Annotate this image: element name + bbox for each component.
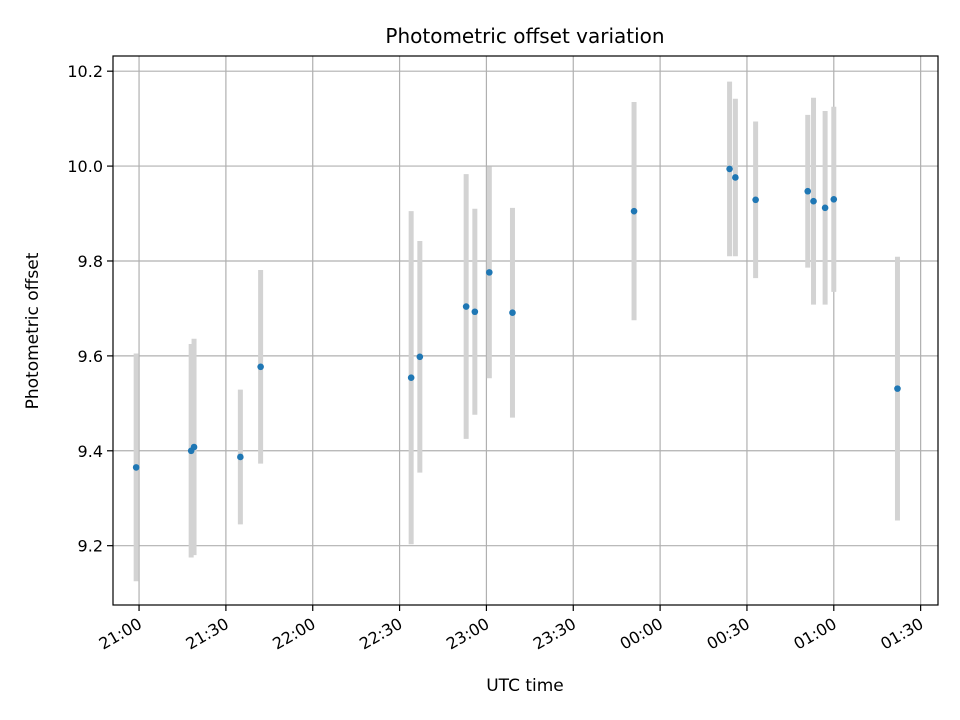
y-tick-label: 9.4 — [78, 442, 103, 461]
data-point — [732, 174, 739, 181]
y-tick-label: 9.6 — [78, 347, 103, 366]
data-point — [509, 309, 516, 317]
y-tick-label: 10.0 — [67, 157, 103, 176]
chart-title: Photometric offset variation — [385, 24, 664, 48]
data-point — [132, 464, 140, 471]
data-point — [471, 308, 479, 316]
data-point — [486, 269, 493, 276]
data-point — [810, 197, 817, 205]
data-point — [894, 385, 901, 392]
data-point — [821, 204, 829, 212]
data-point — [190, 443, 198, 451]
data-point — [237, 453, 244, 461]
data-point — [416, 353, 424, 361]
data-point — [407, 374, 415, 382]
y-axis: 9.2 9.4 9.6 9.8 10.0 10.2 — [67, 62, 113, 556]
data-point — [630, 207, 638, 215]
plot-frame — [112, 55, 939, 606]
data-point — [726, 165, 733, 173]
data-point — [462, 303, 470, 310]
data-point — [752, 196, 759, 204]
data-points — [132, 165, 901, 471]
x-axis-title: UTC time — [486, 676, 564, 696]
data-point — [830, 195, 838, 203]
data-point — [257, 363, 264, 371]
y-tick-label: 9.8 — [78, 252, 103, 271]
y-tick-label: 9.2 — [78, 537, 103, 556]
y-tick-label: 10.2 — [67, 62, 103, 81]
data-point — [804, 187, 812, 195]
y-axis-title: Photometric offset — [23, 252, 43, 409]
